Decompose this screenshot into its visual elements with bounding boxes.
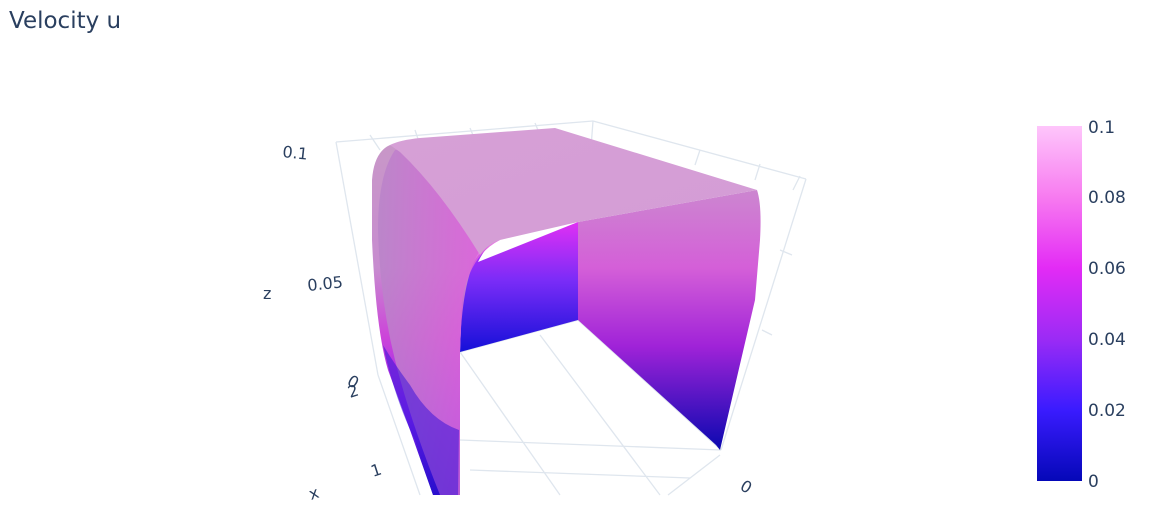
x-axis: 2 1 x <box>306 381 384 504</box>
surface[interactable] <box>372 128 761 495</box>
z-tick-0.05: 0.05 <box>306 272 343 295</box>
colorbar-tick-0.06: 0.06 <box>1088 259 1126 279</box>
z-axis: 0.1 0.05 0 z <box>263 142 362 392</box>
x-axis-label: x <box>306 483 321 504</box>
y-axis: 0 <box>737 476 755 498</box>
surface-inner-left-wall <box>460 222 578 352</box>
surface-left-wall-lower <box>383 345 459 495</box>
colorbar-tick-0.1: 0.1 <box>1088 118 1115 138</box>
y-tick-0: 0 <box>737 476 755 498</box>
colorbar-tick-0.04: 0.04 <box>1088 330 1126 350</box>
scene-grid <box>335 120 807 496</box>
colorbar: 0.1 0.08 0.06 0.04 0.02 0 <box>1037 118 1126 492</box>
z-tick-0.1: 0.1 <box>282 142 309 164</box>
chart-title: Velocity u <box>9 8 122 34</box>
surface-right-wall <box>578 190 761 450</box>
x-tick-1: 1 <box>368 460 384 481</box>
x-tick-2: 2 <box>345 381 361 402</box>
colorbar-tick-0.08: 0.08 <box>1088 188 1126 208</box>
colorbar-tick-0.02: 0.02 <box>1088 401 1126 421</box>
colorbar-tick-0: 0 <box>1088 472 1099 492</box>
colorbar-gradient <box>1037 126 1082 481</box>
z-axis-label: z <box>263 284 271 303</box>
surface-top <box>390 128 757 255</box>
